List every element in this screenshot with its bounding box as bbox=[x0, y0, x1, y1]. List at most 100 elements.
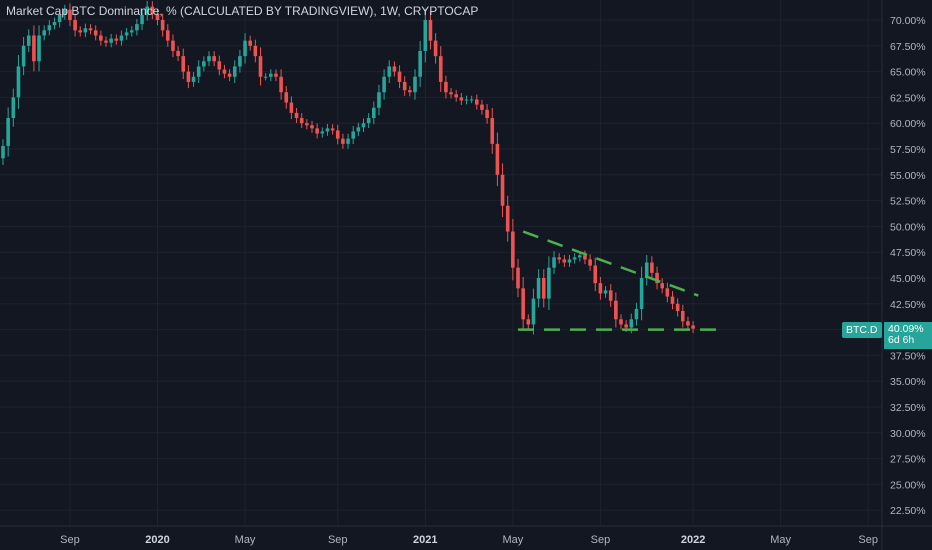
candle-body bbox=[341, 138, 345, 144]
candle-body bbox=[299, 118, 304, 124]
candle-body bbox=[372, 107, 376, 119]
y-tick-label: 27.50% bbox=[890, 454, 926, 466]
candle-body bbox=[624, 324, 628, 328]
candle-body bbox=[449, 92, 453, 95]
candle-body bbox=[382, 76, 386, 93]
candle-body bbox=[99, 35, 103, 41]
candle-body bbox=[392, 66, 397, 72]
candle-body bbox=[284, 92, 289, 103]
y-tick-label: 47.50% bbox=[890, 247, 926, 259]
candle-body bbox=[562, 259, 567, 263]
candle-body bbox=[150, 6, 155, 14]
candle-body bbox=[583, 255, 587, 260]
candle-body bbox=[619, 319, 623, 325]
candle-body bbox=[511, 231, 515, 268]
candle-body bbox=[11, 97, 16, 119]
x-tick-label: Sep bbox=[591, 534, 611, 546]
candle-body bbox=[253, 45, 258, 57]
candle-body bbox=[629, 319, 634, 328]
candle-body bbox=[598, 283, 603, 294]
candle-body bbox=[305, 123, 309, 126]
candle-body bbox=[52, 22, 57, 26]
candle-body bbox=[243, 40, 247, 57]
y-tick-label: 70.00% bbox=[890, 15, 926, 27]
candle-body bbox=[547, 267, 551, 299]
candle-body bbox=[356, 127, 361, 132]
candle-body bbox=[408, 90, 412, 93]
candle-body bbox=[634, 308, 639, 320]
candle-body bbox=[361, 123, 366, 128]
chart-title: Market Cap BTC Dominance, % (CALCULATED … bbox=[6, 4, 479, 18]
candle-body bbox=[88, 28, 93, 31]
candle-body bbox=[588, 259, 592, 266]
candle-body bbox=[145, 6, 149, 15]
x-tick-label: Sep bbox=[858, 534, 878, 546]
y-tick-label: 37.50% bbox=[890, 350, 926, 362]
y-tick-label: 57.50% bbox=[890, 144, 926, 156]
candle-body bbox=[691, 325, 695, 329]
candle-body bbox=[171, 40, 175, 51]
x-tick-label: May bbox=[502, 534, 523, 546]
candle-body bbox=[78, 30, 83, 33]
candle-body bbox=[263, 76, 268, 78]
candle-body bbox=[655, 272, 659, 284]
y-tick-label: 50.00% bbox=[890, 221, 926, 233]
x-tick-label: 2021 bbox=[413, 534, 437, 546]
candle-body bbox=[614, 300, 618, 320]
candle-body bbox=[289, 102, 294, 113]
time-axis[interactable]: Sep 2020 May Sep 2021 May Sep 2022 May Sep bbox=[60, 534, 878, 546]
bar-countdown: 6d 6h bbox=[888, 334, 915, 346]
candle-body bbox=[222, 69, 227, 74]
candle-body bbox=[21, 45, 26, 67]
candle-body bbox=[557, 257, 561, 260]
candle-body bbox=[32, 35, 36, 62]
candle-body bbox=[505, 205, 510, 232]
candle-body bbox=[109, 38, 113, 43]
candle-body bbox=[433, 40, 438, 57]
y-tick-label: 22.50% bbox=[890, 505, 926, 517]
candle-body bbox=[135, 24, 139, 31]
candle-body bbox=[686, 321, 690, 326]
candle-body bbox=[495, 143, 500, 175]
candle-body bbox=[650, 262, 654, 273]
candle-body bbox=[526, 319, 531, 325]
candle-body bbox=[681, 311, 685, 322]
candle-body bbox=[176, 50, 180, 57]
candle-body bbox=[119, 35, 124, 41]
candle-body bbox=[485, 109, 489, 119]
candle-body bbox=[665, 288, 670, 297]
candle-body bbox=[402, 81, 407, 91]
candle-body bbox=[500, 174, 505, 206]
candle-body bbox=[129, 30, 134, 33]
candle-body bbox=[155, 13, 160, 20]
y-tick-label: 32.50% bbox=[890, 402, 926, 414]
descending-trendline bbox=[522, 230, 699, 297]
candle-body bbox=[37, 35, 41, 62]
y-tick-label: 67.50% bbox=[890, 41, 926, 53]
candle-body bbox=[202, 61, 206, 67]
candle-body bbox=[166, 30, 170, 41]
candle-body bbox=[552, 257, 556, 268]
candle-body bbox=[536, 278, 541, 299]
candle-body bbox=[428, 20, 433, 41]
x-tick-label: Sep bbox=[60, 534, 80, 546]
candle-body bbox=[310, 125, 314, 129]
candle-body bbox=[217, 61, 222, 70]
x-tick-label: Sep bbox=[328, 534, 348, 546]
candle-body bbox=[238, 56, 242, 67]
price-axis[interactable]: 70.00% 67.50% 65.00% 62.50% 60.00% 57.50% 55.0… bbox=[890, 15, 926, 517]
candle-body bbox=[593, 265, 598, 284]
x-tick-label: 2022 bbox=[681, 534, 705, 546]
candle-body bbox=[1, 145, 5, 159]
candle-body bbox=[320, 131, 325, 134]
candle-body bbox=[413, 76, 417, 93]
candle-body bbox=[639, 278, 644, 309]
candle-body bbox=[57, 14, 62, 23]
candle-body bbox=[444, 81, 448, 93]
pattern-annotations bbox=[518, 230, 719, 331]
candle-body bbox=[521, 288, 525, 320]
candle-body bbox=[335, 130, 340, 139]
candle-body bbox=[160, 20, 165, 31]
candle-body bbox=[186, 71, 191, 82]
